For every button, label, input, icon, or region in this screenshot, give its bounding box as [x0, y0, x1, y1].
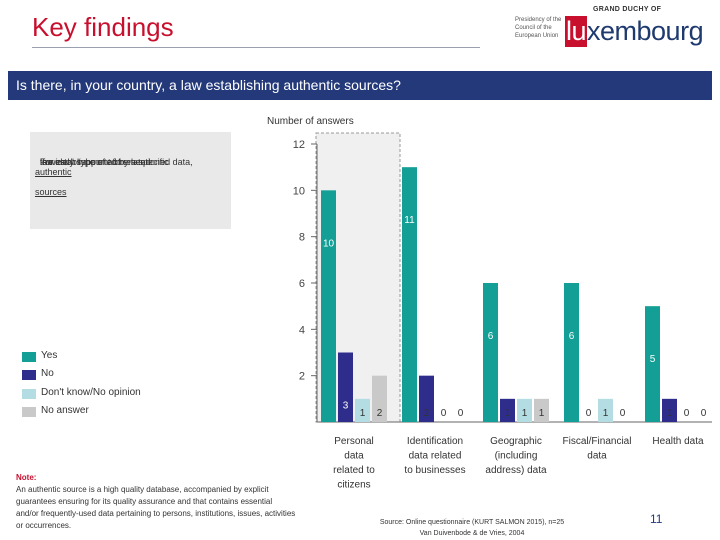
legend-item-dont-know: Don't know/No opinion — [22, 387, 182, 401]
y-tick-label: 6 — [299, 278, 305, 290]
y-axis-title: Number of answers — [267, 116, 354, 127]
legend-item-yes: Yes — [22, 350, 182, 364]
logo-wordmark: luxembourg — [565, 16, 704, 47]
bar-no-answer — [534, 398, 549, 422]
question-banner: Is there, in your country, a law establi… — [8, 71, 712, 100]
data-label-no-answer: 2 — [377, 408, 383, 419]
footnote-text: An authentic source is a high quality da… — [16, 485, 296, 530]
y-tick-label: 12 — [293, 139, 305, 151]
title-rule — [32, 47, 480, 48]
x-tick-label: data — [587, 451, 607, 462]
footnote: Note: An authentic source is a high qual… — [16, 472, 296, 532]
bar-yes — [321, 190, 336, 422]
legend-swatch-dont-know — [22, 389, 36, 399]
legend-label-yes: Yes — [41, 350, 58, 361]
legend-label-dont-know: Don't know/No opinion — [41, 387, 141, 398]
note-box: For each type of aforementioned data, the… — [30, 132, 231, 229]
data-label-dont-know: 0 — [441, 408, 447, 419]
legend-swatch-no — [22, 370, 36, 380]
bar-no — [419, 375, 434, 422]
data-label-no-answer: 0 — [458, 408, 464, 419]
y-tick-label: 10 — [293, 185, 305, 197]
bar-yes — [645, 306, 660, 422]
data-label-no: 1 — [667, 408, 673, 419]
data-label-yes: 6 — [488, 331, 494, 342]
logo-prefix: lu — [565, 16, 588, 47]
data-label-yes: 10 — [323, 238, 335, 249]
y-tick-label: 8 — [299, 232, 305, 244]
data-label-dont-know: 1 — [603, 408, 609, 419]
data-label-yes: 5 — [650, 354, 656, 365]
bar-no — [662, 398, 677, 422]
bar-dont-know — [517, 398, 532, 422]
x-tick-label: related to — [333, 465, 375, 476]
logo-grand-duchy-text: GRAND DUCHY OF — [593, 6, 662, 13]
data-label-yes: 6 — [569, 331, 575, 342]
data-label-dont-know: 1 — [360, 408, 366, 419]
x-tick-label: data — [344, 451, 364, 462]
source-line-2: Van Duivenbode & de Vries, 2004 — [419, 530, 525, 537]
data-label-yes: 11 — [404, 215, 415, 226]
data-label-no: 1 — [505, 408, 511, 419]
x-tick-label: Personal — [334, 436, 373, 447]
data-label-no: 3 — [343, 401, 349, 412]
data-label-no-answer: 0 — [620, 408, 626, 419]
legend-item-no: No — [22, 368, 182, 382]
presidency-logo: Presidency of the Council of the Europea… — [505, 6, 710, 48]
bar-dont-know — [355, 398, 370, 422]
x-tick-label: Identification — [407, 436, 463, 447]
bar-dont-know — [598, 398, 613, 422]
data-label-no: 0 — [586, 408, 592, 419]
x-tick-label: Geographic — [490, 436, 542, 447]
bar-no-answer — [372, 375, 387, 422]
data-label-no-answer: 1 — [539, 408, 545, 419]
question-text: Is there, in your country, a law establi… — [16, 77, 401, 93]
bar-no — [338, 352, 353, 422]
x-tick-label: address) data — [485, 465, 547, 476]
data-label-dont-know: 0 — [684, 408, 690, 419]
bar-yes — [402, 167, 417, 422]
data-label-no: 2 — [424, 408, 430, 419]
source-line-1: Source: Online questionnaire (KURT SALMO… — [379, 519, 565, 526]
y-tick-label: 4 — [299, 324, 305, 336]
data-label-no-answer: 0 — [701, 408, 707, 419]
legend-label-no: No — [41, 368, 54, 379]
source-note: Source: Online questionnaire (KURT SALMO… — [352, 517, 592, 539]
page-title: Key findings — [32, 12, 174, 42]
y-tick-label: 2 — [299, 371, 305, 383]
logo-presidency-text: Presidency of the Council of the Europea… — [515, 17, 562, 39]
legend-label-no-answer: No answer — [41, 405, 89, 416]
x-tick-label: to businesses — [404, 465, 465, 476]
data-label-dont-know: 1 — [522, 408, 528, 419]
x-tick-label: citizens — [337, 480, 370, 491]
bar-yes — [483, 283, 498, 422]
x-tick-label: Health data — [652, 436, 704, 447]
x-tick-label: Fiscal/Financial — [563, 436, 632, 447]
bar-yes — [564, 283, 579, 422]
logo-suffix: xembourg — [587, 16, 704, 46]
x-tick-label: data related — [409, 451, 462, 462]
page-number: 11 — [650, 512, 663, 526]
legend-swatch-no-answer — [22, 407, 36, 417]
bar-no — [500, 398, 515, 422]
footnote-heading: Note: — [16, 473, 37, 482]
legend-swatch-yes — [22, 352, 36, 362]
x-tick-label: (including — [495, 451, 538, 462]
note-box-text: For each type of aforementioned data, the… — [35, 157, 193, 197]
legend-item-no-answer: No answer — [22, 405, 182, 419]
